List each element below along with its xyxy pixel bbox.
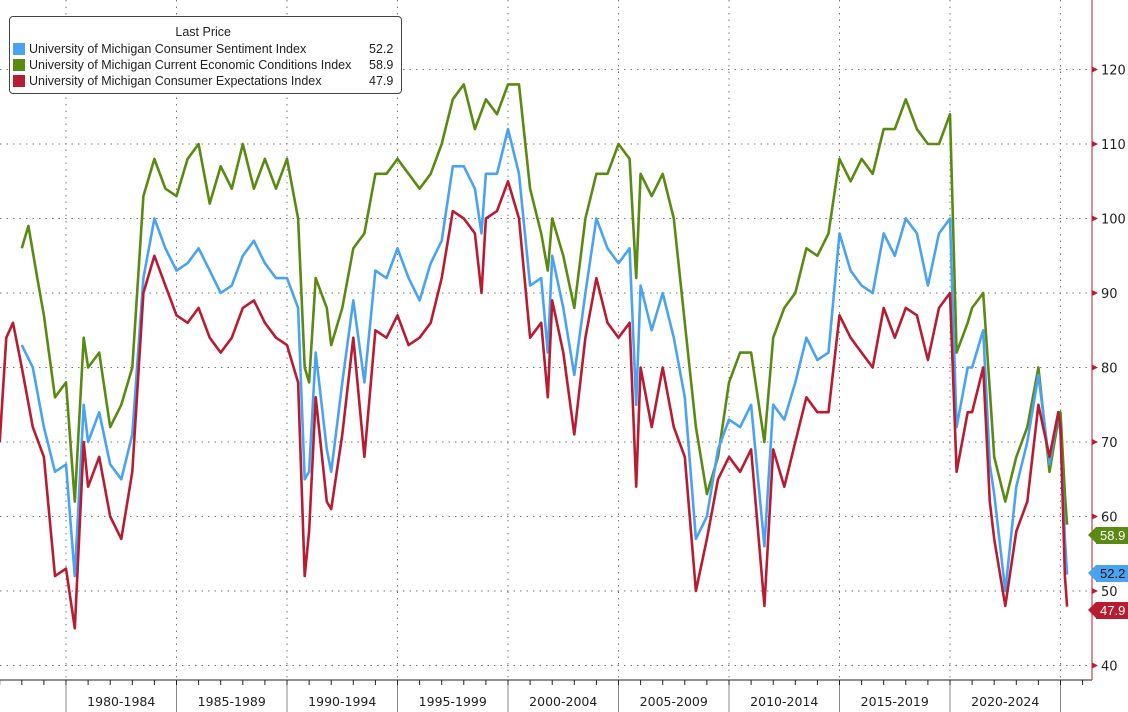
y-tick-label: 50 <box>1101 585 1118 600</box>
legend-label: University of Michigan Consumer Expectat… <box>29 74 322 88</box>
x-tick-label: 2020-2024 <box>971 694 1039 709</box>
x-tick-label: 1990-1994 <box>308 694 376 709</box>
last-value-tag-sentiment: 52.2 <box>1087 565 1128 582</box>
legend-item-expectations: University of Michigan Consumer Expectat… <box>13 73 393 89</box>
y-tick-marker <box>1092 662 1098 669</box>
y-tick-label: 40 <box>1101 660 1118 675</box>
legend-value: 58.9 <box>369 58 394 72</box>
y-tick-label: 120 <box>1101 64 1126 79</box>
y-tick-label: 100 <box>1101 213 1126 228</box>
y-tick-label: 60 <box>1101 511 1118 526</box>
legend-value: 47.9 <box>369 74 394 88</box>
x-tick-label: 1980-1984 <box>87 694 155 709</box>
legend-swatch <box>13 59 25 71</box>
legend-label: University of Michigan Consumer Sentimen… <box>29 42 307 56</box>
x-tick-label: 2005-2009 <box>640 694 708 709</box>
y-tick-marker <box>1092 141 1098 147</box>
y-tick-marker <box>1092 215 1098 222</box>
x-tick-label: 1995-1999 <box>419 694 487 709</box>
y-tick-marker <box>1092 513 1098 520</box>
y-tick-label: 90 <box>1101 287 1118 302</box>
series-line-0 <box>20 127 1069 593</box>
legend-label: University of Michigan Current Economic … <box>29 58 352 72</box>
legend: Last Price University of Michigan Consum… <box>9 16 403 94</box>
series-line-1 <box>20 83 1069 525</box>
legend-value: 52.2 <box>369 42 394 56</box>
y-tick-label: 110 <box>1101 138 1126 153</box>
x-tick-label: 2010-2014 <box>750 694 818 709</box>
y-tick-marker <box>1092 439 1098 445</box>
x-tick-label: 2000-2004 <box>529 694 597 709</box>
legend-item-current: University of Michigan Current Economic … <box>13 57 393 73</box>
last-value-tag-expectations: 47.9 <box>1087 602 1128 619</box>
y-tick-label: 70 <box>1101 436 1118 451</box>
y-tick-marker <box>1092 364 1098 371</box>
legend-swatch <box>13 43 25 55</box>
y-tick-marker <box>1092 588 1098 594</box>
legend-item-sentiment: University of Michigan Consumer Sentimen… <box>13 41 393 57</box>
y-tick-label: 80 <box>1101 362 1118 377</box>
series-line-2 <box>0 180 1069 630</box>
legend-swatch <box>13 75 25 87</box>
x-tick-label: 2015-2019 <box>861 694 929 709</box>
legend-title: Last Price <box>175 25 231 39</box>
last-value-tag-current: 58.9 <box>1087 527 1128 544</box>
y-tick-marker <box>1092 66 1098 73</box>
y-tick-marker <box>1092 290 1098 296</box>
x-tick-label: 1985-1989 <box>198 694 266 709</box>
series-lines <box>0 83 1069 630</box>
